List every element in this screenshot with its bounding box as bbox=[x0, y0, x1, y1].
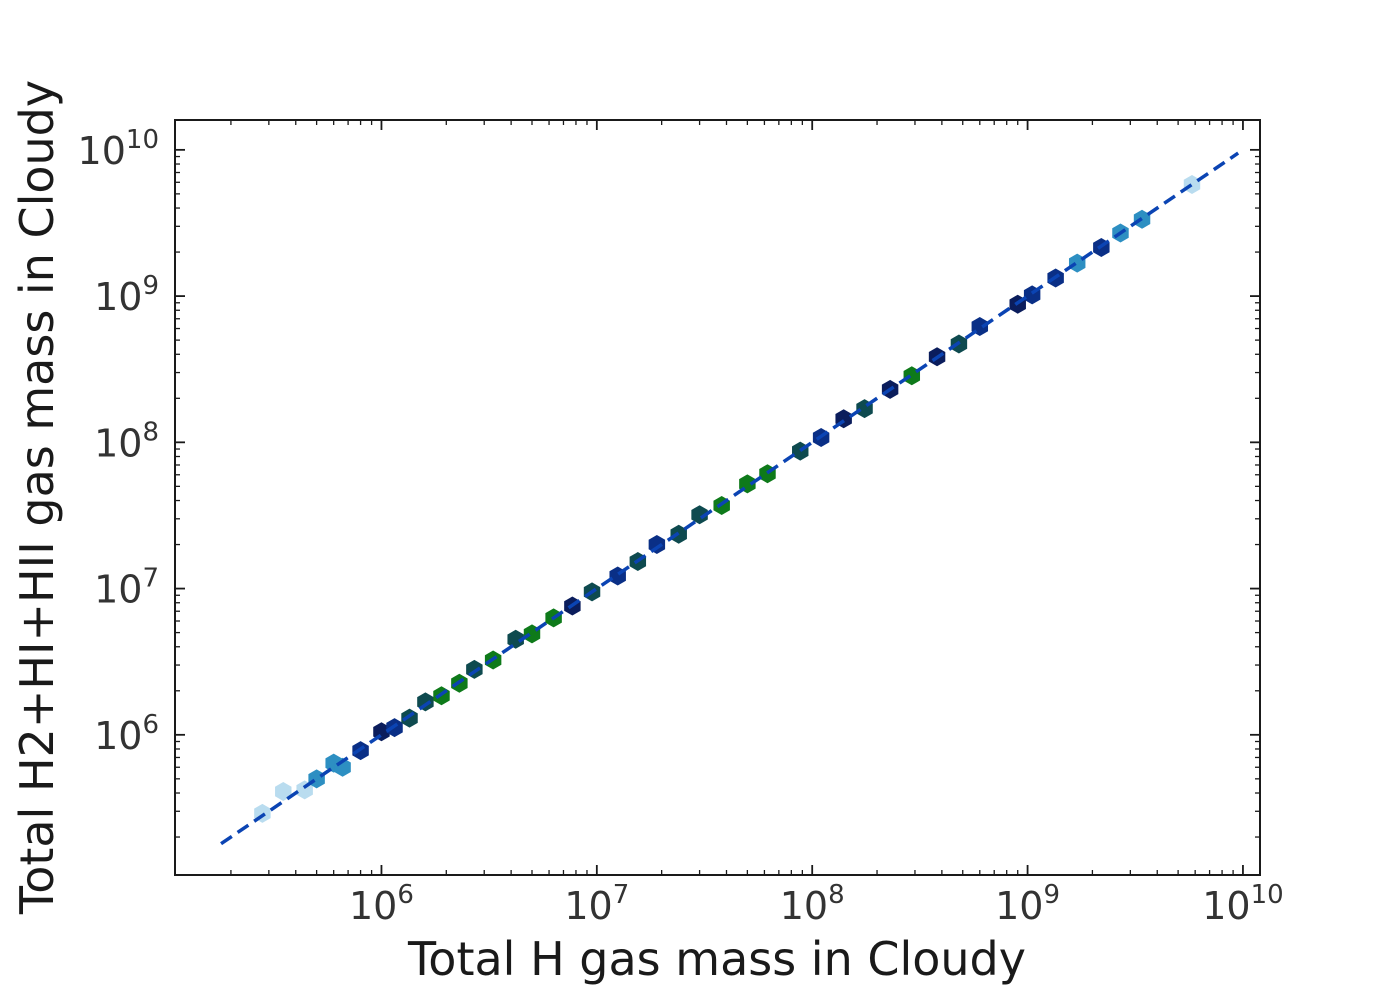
x-tick-label-10: 1010 bbox=[1202, 880, 1283, 928]
x-tick-label-8: 108 bbox=[780, 880, 845, 928]
hexbin-point-1 bbox=[275, 781, 292, 801]
y-tick-label-8: 108 bbox=[94, 417, 159, 465]
axis-ticks: 106 107 108 109 1010 106 107 108 109 1010 bbox=[78, 120, 1284, 928]
x-tick-label-7: 107 bbox=[564, 880, 629, 928]
hexbin-point-15 bbox=[507, 629, 524, 649]
y-tick-label-7: 107 bbox=[94, 564, 159, 612]
y-tick-label-9: 109 bbox=[94, 271, 159, 319]
y-axis-title: Total H2+HI+HII gas mass in Cloudy bbox=[10, 80, 64, 915]
hexbin-point-24 bbox=[691, 505, 708, 525]
plot-frame bbox=[174, 119, 1261, 876]
x-axis-title: Total H gas mass in Cloudy bbox=[407, 932, 1026, 986]
x-tick-label-6: 106 bbox=[349, 880, 414, 928]
x-tick-label-9: 109 bbox=[995, 880, 1060, 928]
y-tick-label-6: 106 bbox=[94, 710, 159, 758]
y-tick-label-10: 1010 bbox=[78, 125, 159, 173]
reference-line bbox=[220, 151, 1240, 846]
